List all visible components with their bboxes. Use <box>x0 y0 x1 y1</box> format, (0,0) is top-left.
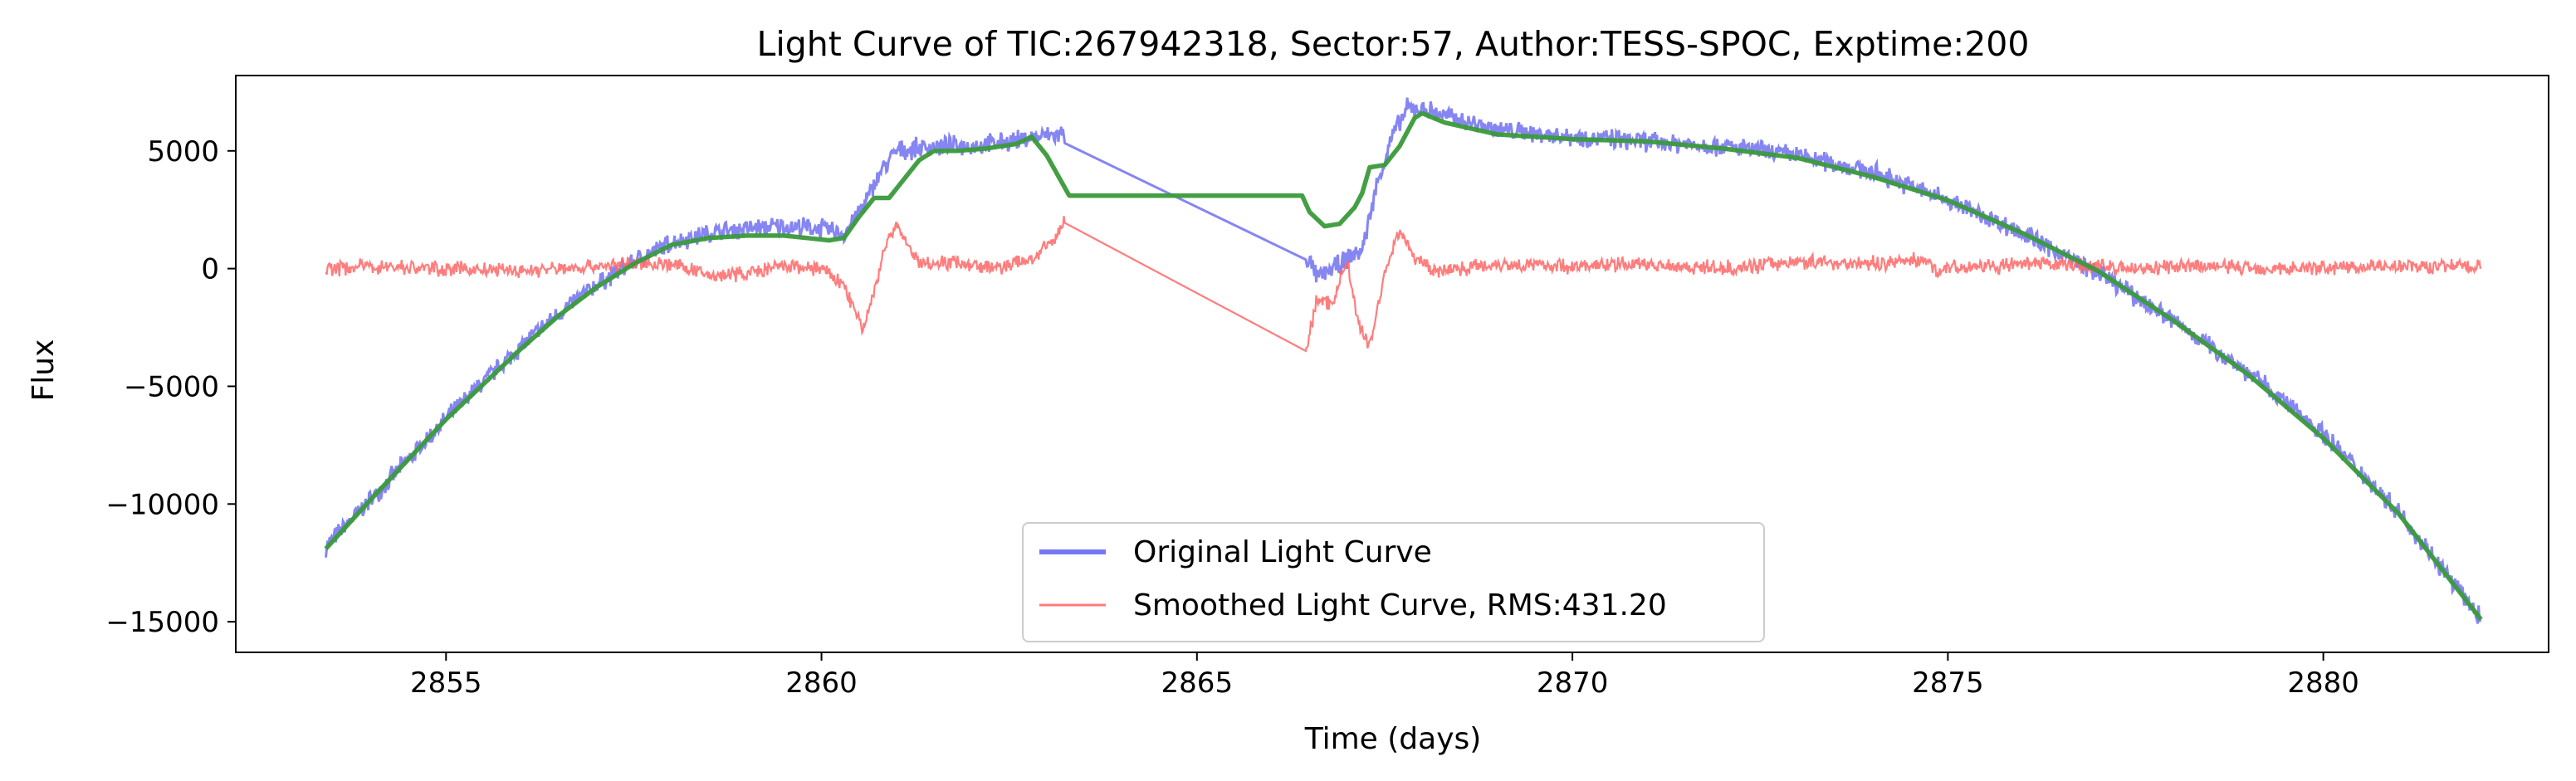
x-tick-label: 2875 <box>1912 666 1984 700</box>
series-trend-line <box>324 110 2483 621</box>
x-axis-ticks: 2855 2860 2865 2870 2875 2880 <box>410 652 2359 700</box>
y-axis-ticks: 5000 0 −5000 −10000 −15000 <box>105 135 236 639</box>
x-tick-label: 2880 <box>2287 666 2359 700</box>
plot-frame <box>235 75 2549 653</box>
y-tick-label: −5000 <box>124 370 219 403</box>
y-axis-label: Flux <box>27 339 61 402</box>
legend-label-original: Original Light Curve <box>1133 535 1432 569</box>
plot-series <box>324 97 2483 624</box>
legend-box <box>1022 522 1765 642</box>
y-tick-label: 0 <box>201 253 219 286</box>
legend-label-smoothed: Smoothed Light Curve, RMS:431.20 <box>1133 588 1667 622</box>
y-tick-label: −15000 <box>105 606 219 639</box>
x-tick-label: 2855 <box>410 666 482 700</box>
x-tick-label: 2865 <box>1161 666 1234 700</box>
x-tick-label: 2870 <box>1537 666 1609 700</box>
y-tick-label: 5000 <box>147 135 219 168</box>
chart-title: Light Curve of TIC:267942318, Sector:57,… <box>757 24 2030 64</box>
x-tick-label: 2860 <box>785 666 858 700</box>
series-smoothed-line <box>325 216 2481 353</box>
legend: Original Light Curve Smoothed Light Curv… <box>1022 522 1765 642</box>
x-axis-label: Time (days) <box>1304 722 1482 756</box>
y-tick-label: −10000 <box>105 488 219 521</box>
